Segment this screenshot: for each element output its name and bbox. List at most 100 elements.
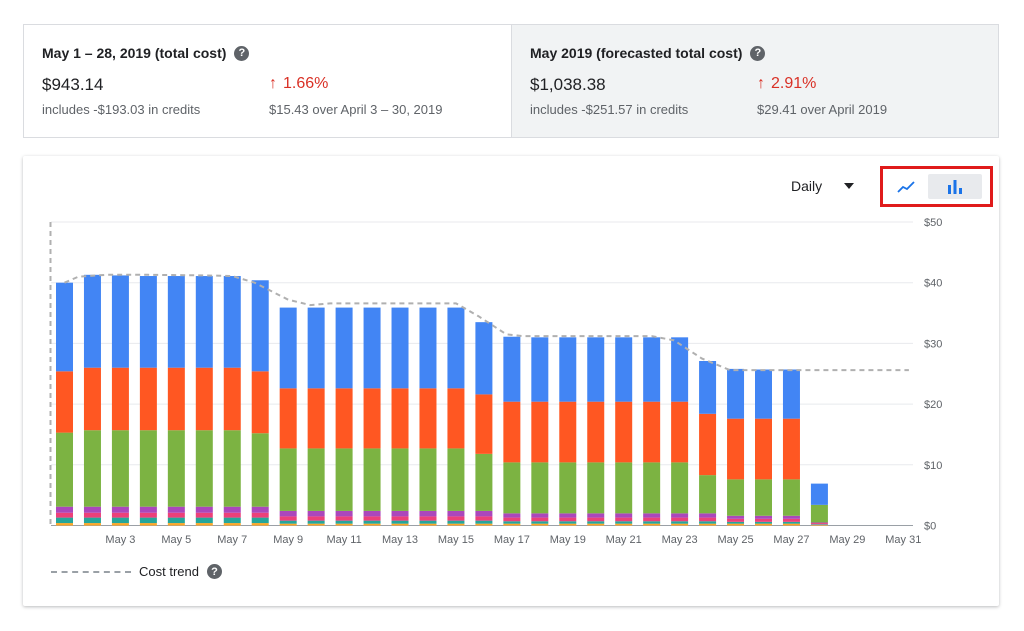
- cost-trend-line: [64, 273, 909, 372]
- bar-segment: [195, 430, 213, 507]
- bar-segment: [167, 367, 185, 431]
- bar-segment: [363, 307, 381, 389]
- bar-segment: [782, 369, 800, 419]
- period-dropdown[interactable]: Daily: [791, 178, 855, 194]
- bar-segment: [727, 518, 745, 522]
- bar-segment: [419, 510, 437, 517]
- bar-segment: [335, 520, 353, 524]
- bar-segment: [727, 523, 745, 526]
- cost-bar-chart: $0 $10 $20 $30 $40 $50 May 3 May 5 May 7 May 9 May…: [49, 217, 942, 546]
- x-tick-label: May 23: [662, 534, 698, 546]
- bar-segment: [251, 433, 269, 507]
- bar-segment: [531, 462, 549, 514]
- y-tick-label: $20: [924, 399, 942, 411]
- bar-segment: [475, 523, 493, 526]
- bar-segment: [671, 523, 689, 526]
- current-cost-compare: $15.43 over April 3 – 30, 2019: [269, 102, 443, 117]
- bar-segment: [615, 337, 633, 402]
- bar-segment: [167, 506, 185, 513]
- bar-segment: [810, 522, 828, 524]
- bar-segment: [391, 448, 409, 511]
- bar-segment: [587, 517, 605, 522]
- bar-segment: [251, 506, 269, 513]
- bar-segment: [251, 280, 269, 372]
- bar-segment: [755, 515, 772, 519]
- bar-segment: [727, 368, 745, 419]
- x-tick-label: May 19: [550, 534, 586, 546]
- bar-segment: [643, 401, 661, 463]
- bar-segment: [307, 516, 325, 521]
- help-icon[interactable]: ?: [206, 564, 222, 579]
- line-chart-button[interactable]: [887, 174, 925, 199]
- bar-segment: [139, 512, 157, 518]
- help-icon[interactable]: ?: [750, 45, 766, 61]
- x-tick-label: May 11: [326, 534, 361, 546]
- bar-segment: [391, 307, 409, 389]
- bar-segment: [699, 513, 717, 518]
- x-tick-label: May 29: [829, 534, 865, 546]
- bar-segment: [782, 523, 800, 526]
- bar-segment: [335, 516, 353, 521]
- bar-segment: [782, 521, 800, 524]
- bar-segment: [83, 367, 101, 431]
- y-tick-label: $30: [924, 338, 942, 350]
- bar-segment: [782, 518, 800, 522]
- bar-segment: [111, 367, 129, 431]
- bar-segment: [727, 418, 745, 480]
- bar-segment: [503, 401, 521, 463]
- bar-segment: [503, 517, 521, 522]
- bar-segment: [503, 462, 521, 514]
- bar-segment: [83, 523, 101, 526]
- forecast-cost-delta: ↑ 2.91%: [757, 75, 816, 93]
- bar-chart-icon: [948, 179, 962, 194]
- bar-segment: [167, 512, 185, 518]
- bar-segment: [810, 483, 828, 505]
- bar-chart-button[interactable]: [928, 174, 982, 199]
- bar-segment: [83, 512, 101, 518]
- bar-segment: [447, 520, 465, 524]
- trend-legend-swatch: [51, 570, 131, 573]
- bar-segment: [503, 513, 521, 518]
- bar-segment: [363, 523, 381, 526]
- x-tick-label: May 3: [105, 534, 135, 546]
- chart-type-toggle: [880, 166, 993, 207]
- bar-segment: [307, 307, 325, 389]
- bar-segment: [139, 276, 157, 368]
- bar-segment: [363, 388, 381, 449]
- arrow-up-icon: ↑: [269, 75, 277, 92]
- bar-segment: [279, 516, 297, 521]
- bar-segment: [559, 337, 577, 402]
- bar-segment: [139, 430, 157, 507]
- bar-segment: [279, 523, 297, 526]
- bar-segment: [671, 462, 689, 514]
- help-icon[interactable]: ?: [234, 45, 250, 61]
- x-tick-label: May 21: [606, 534, 642, 546]
- bar-segment: [223, 523, 241, 526]
- bar-segment: [251, 512, 269, 518]
- bar-segment: [279, 510, 297, 517]
- bar-segment: [279, 307, 297, 389]
- bar-segment: [56, 512, 73, 518]
- bar-segment: [503, 336, 521, 402]
- y-tick-label: $10: [924, 460, 942, 472]
- forecast-cost-title: May 2019 (forecasted total cost) ?: [530, 45, 980, 61]
- forecast-cost-compare: $29.41 over April 2019: [757, 102, 888, 117]
- bar-segment: [810, 524, 828, 526]
- bar-segment: [195, 523, 213, 526]
- bar-segment: [699, 413, 717, 476]
- current-cost-title-text: May 1 – 28, 2019 (total cost): [42, 45, 227, 61]
- bar-segment: [56, 371, 73, 433]
- bar-segment: [363, 516, 381, 521]
- bar-segment: [363, 520, 381, 524]
- bar-segment: [755, 518, 772, 522]
- bar-segment: [475, 520, 493, 524]
- bar-segment: [111, 430, 129, 507]
- bar-segment: [335, 307, 353, 389]
- bar-segment: [447, 448, 465, 511]
- bar-segment: [755, 521, 772, 524]
- bar-segment: [699, 475, 717, 514]
- bar-segment: [391, 388, 409, 449]
- bar-segment: [699, 517, 717, 522]
- forecast-cost-delta-value: 2.91%: [771, 75, 817, 92]
- bar-segment: [223, 506, 241, 513]
